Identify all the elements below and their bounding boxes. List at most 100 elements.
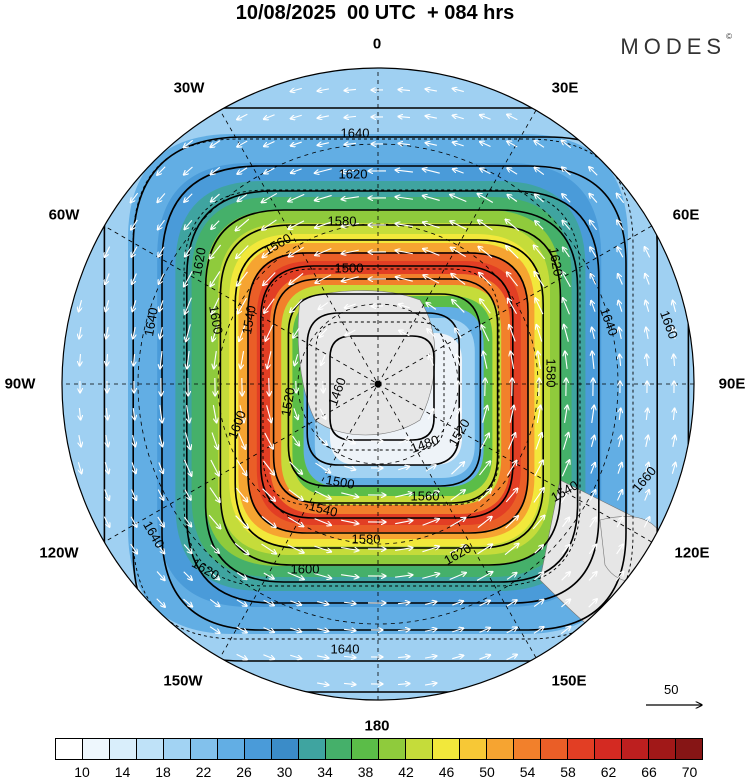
wind-arrow — [455, 328, 462, 339]
wind-arrow — [314, 518, 332, 526]
wind-arrow — [589, 220, 598, 231]
wind-arrow — [395, 575, 413, 577]
wind-arrow — [264, 141, 275, 147]
height-contour — [161, 165, 627, 631]
lon-label-60e: 60E — [672, 206, 700, 224]
contour-label: 1560 — [411, 488, 440, 503]
wind-arrow — [131, 462, 136, 473]
wind-arrow — [209, 598, 220, 606]
wind-arrow — [588, 599, 598, 608]
wind-arrow — [425, 143, 437, 146]
colorbar-swatch — [487, 739, 515, 759]
colorbar-swatch — [406, 739, 434, 759]
wind-arrow — [160, 327, 163, 339]
height-contour — [272, 278, 499, 504]
wind-arrow — [210, 544, 220, 553]
wind-arrow — [533, 627, 544, 634]
wind-arrow — [156, 571, 165, 581]
wind-arrow — [237, 194, 248, 201]
colorbar-swatch — [595, 739, 623, 759]
wind-vectors — [78, 88, 675, 685]
wind-arrow — [158, 462, 163, 473]
lon-label-30w: 30W — [173, 79, 205, 97]
colorbar-swatch — [271, 739, 299, 759]
wind-arrow — [560, 487, 570, 504]
wind-arrow — [262, 488, 276, 502]
wind-arrow — [534, 167, 545, 176]
colorbar-tick-label: 58 — [560, 764, 576, 780]
wind-arrow — [533, 245, 546, 260]
wind-arrow — [184, 220, 193, 229]
wind-arrow — [344, 303, 356, 308]
wind-arrow — [509, 405, 514, 423]
wind-arrow — [425, 602, 437, 605]
wind-arrow — [589, 193, 598, 203]
wind-arrow — [505, 488, 517, 503]
wind-arrow — [236, 626, 248, 633]
wind-arrow — [290, 655, 301, 658]
wind-arrow — [132, 300, 137, 311]
colorbar-swatch — [136, 739, 164, 759]
wind-arrow — [427, 329, 436, 338]
wind-arrow — [290, 141, 302, 146]
wind-arrow — [645, 300, 648, 312]
contour-label: 1540 — [239, 304, 259, 335]
wind-arrow — [212, 405, 216, 423]
colorbar-swatch — [541, 739, 569, 759]
wind-arrow — [507, 194, 518, 202]
wind-arrow — [538, 351, 541, 369]
wind-arrow — [479, 600, 491, 607]
wind-arrow — [185, 297, 192, 315]
wind-arrow — [479, 115, 491, 120]
wind-arrow — [452, 142, 464, 147]
wind-arrow — [422, 546, 439, 553]
wind-arrow — [674, 354, 675, 367]
wind-arrow — [397, 683, 410, 684]
wind-arrow — [236, 599, 247, 606]
wind-arrow — [183, 459, 191, 476]
wind-arrow — [262, 219, 277, 230]
wind-arrow — [672, 462, 675, 474]
wind-arrow — [395, 224, 413, 227]
wind-arrow — [130, 192, 139, 203]
wind-arrow — [210, 571, 219, 580]
lon-label-120w: 120W — [39, 544, 79, 562]
secondary-contour — [315, 321, 445, 451]
wind-arrow — [317, 602, 329, 605]
wind-arrow — [341, 170, 359, 172]
wind-arrow — [184, 193, 193, 203]
wind-arrow — [160, 350, 162, 369]
wind-arrow — [315, 274, 332, 283]
wind-arrow — [290, 168, 302, 173]
height-contour — [329, 335, 435, 441]
contour-label: 1580 — [544, 359, 559, 388]
wind-arrow — [481, 325, 490, 342]
wind-arrow — [264, 432, 273, 449]
wind-arrow — [184, 432, 190, 449]
wind-arrow — [235, 218, 250, 231]
wind-arrow — [563, 298, 570, 315]
wind-arrow — [534, 194, 544, 203]
wind-arrow — [104, 246, 111, 258]
wind-arrow — [209, 244, 222, 259]
wind-arrow — [561, 544, 570, 554]
wind-arrow — [236, 460, 246, 475]
wind-arrow — [562, 167, 571, 176]
wind-arrow — [590, 462, 595, 474]
wind-arrow — [423, 275, 440, 284]
colorbar-swatch — [82, 739, 110, 759]
wind-arrow — [262, 245, 277, 257]
colorbar-swatch — [352, 739, 380, 759]
colorbar-tick-label: 62 — [600, 764, 617, 780]
wind-arrow — [314, 221, 332, 228]
wind-arrow — [510, 351, 515, 369]
wind-arrow — [344, 465, 355, 470]
wind-arrow — [133, 407, 134, 420]
wind-arrow — [450, 194, 467, 203]
wind-arrow — [264, 298, 275, 314]
wind-arrow — [183, 544, 192, 553]
wind-arrow — [478, 220, 493, 231]
wind-arrow — [263, 572, 274, 579]
wind-arrow — [106, 353, 107, 366]
